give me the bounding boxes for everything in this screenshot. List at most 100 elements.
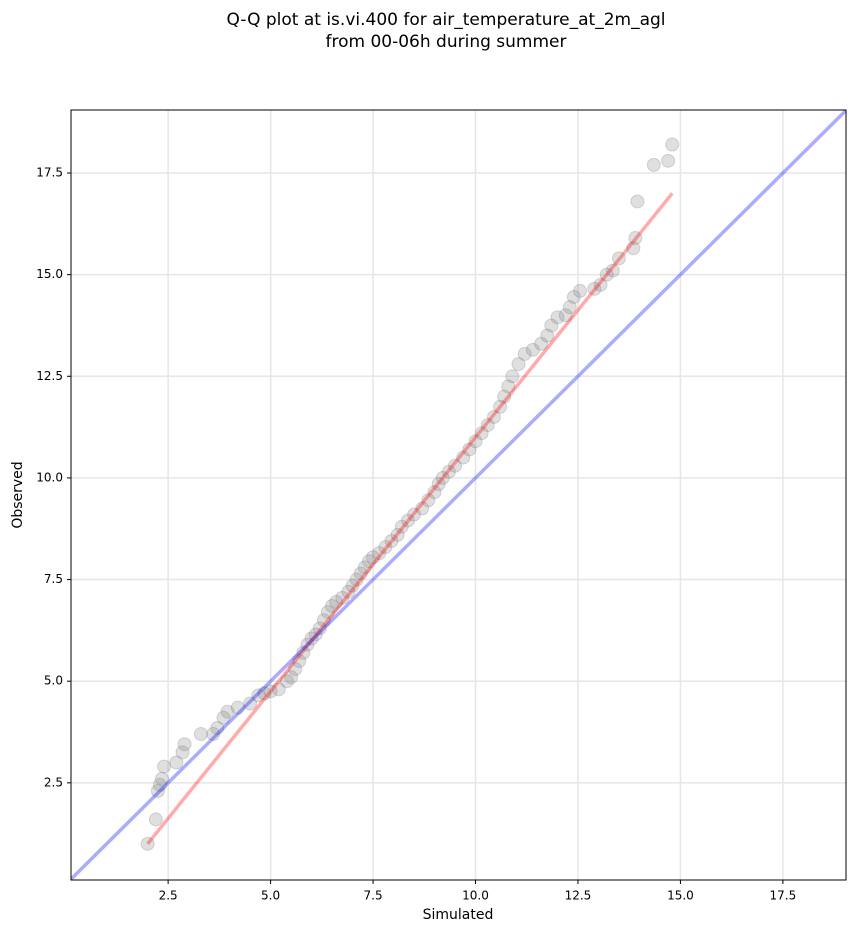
point bbox=[497, 389, 512, 404]
point bbox=[312, 621, 327, 636]
chart-title: from 00-06h during summer bbox=[326, 32, 567, 52]
point bbox=[157, 759, 172, 774]
point bbox=[300, 637, 315, 652]
point bbox=[593, 277, 608, 292]
point bbox=[357, 560, 372, 575]
point bbox=[501, 379, 516, 394]
point bbox=[611, 251, 626, 266]
point bbox=[390, 527, 405, 542]
point bbox=[230, 700, 245, 715]
point bbox=[587, 281, 602, 296]
y-axis-label: Observed bbox=[10, 461, 26, 528]
reference-line bbox=[71, 110, 846, 880]
x-tick-label: 15.0 bbox=[667, 889, 694, 903]
point bbox=[263, 684, 278, 699]
point bbox=[296, 645, 311, 660]
point bbox=[605, 263, 620, 278]
point bbox=[558, 308, 573, 323]
point bbox=[329, 594, 344, 609]
point bbox=[175, 745, 190, 760]
x-tick-label: 7.5 bbox=[364, 889, 383, 903]
point bbox=[480, 418, 495, 433]
point bbox=[661, 153, 676, 168]
y-tick-label: 12.5 bbox=[36, 369, 63, 383]
point bbox=[341, 584, 356, 599]
point bbox=[372, 546, 387, 561]
point bbox=[456, 450, 471, 465]
chart-title: Q-Q plot at is.vi.400 for air_temperatur… bbox=[226, 10, 665, 30]
y-tick-label: 15.0 bbox=[36, 267, 63, 281]
point bbox=[517, 346, 532, 361]
point bbox=[152, 777, 167, 792]
point bbox=[626, 241, 641, 256]
plot-area bbox=[71, 110, 846, 880]
point bbox=[345, 578, 360, 593]
point bbox=[448, 458, 463, 473]
x-axis-label: Simulated bbox=[423, 907, 494, 923]
point bbox=[257, 686, 272, 701]
point bbox=[193, 727, 208, 742]
point bbox=[292, 653, 307, 668]
point bbox=[353, 566, 368, 581]
point bbox=[210, 720, 225, 735]
point bbox=[320, 605, 335, 620]
plot-frame bbox=[70, 109, 847, 881]
x-tick-label: 10.0 bbox=[462, 889, 489, 903]
point bbox=[435, 470, 450, 485]
point bbox=[335, 590, 350, 605]
point bbox=[378, 540, 393, 555]
point bbox=[431, 477, 446, 492]
point bbox=[427, 485, 442, 500]
point bbox=[400, 513, 415, 528]
point bbox=[486, 409, 501, 424]
point bbox=[441, 464, 456, 479]
point bbox=[288, 662, 303, 677]
point bbox=[474, 426, 489, 441]
point bbox=[271, 682, 286, 697]
point bbox=[462, 442, 477, 457]
point bbox=[140, 836, 155, 851]
point bbox=[540, 328, 555, 343]
point bbox=[308, 627, 323, 642]
point bbox=[304, 631, 319, 646]
point bbox=[361, 554, 376, 569]
point bbox=[550, 310, 565, 325]
x-tick-label: 5.0 bbox=[261, 889, 280, 903]
point bbox=[573, 283, 588, 298]
point bbox=[177, 737, 192, 752]
point bbox=[534, 336, 549, 351]
point bbox=[665, 137, 680, 152]
point bbox=[493, 399, 508, 414]
point bbox=[220, 704, 235, 719]
point bbox=[468, 434, 483, 449]
point bbox=[279, 674, 294, 689]
point bbox=[566, 290, 581, 305]
point bbox=[150, 783, 165, 798]
point bbox=[407, 507, 422, 522]
point bbox=[511, 357, 526, 372]
point bbox=[316, 613, 331, 628]
point bbox=[384, 533, 399, 548]
point bbox=[599, 267, 614, 282]
point bbox=[349, 572, 364, 587]
point bbox=[243, 696, 258, 711]
y-tick-label: 5.0 bbox=[44, 674, 63, 688]
point bbox=[646, 157, 661, 172]
point bbox=[251, 688, 266, 703]
point bbox=[544, 318, 559, 333]
x-tick-label: 2.5 bbox=[159, 889, 178, 903]
point bbox=[525, 342, 540, 357]
point bbox=[505, 369, 520, 384]
point bbox=[148, 812, 163, 827]
point bbox=[216, 710, 231, 725]
point bbox=[325, 598, 340, 613]
point bbox=[630, 194, 645, 209]
point bbox=[421, 493, 436, 508]
point bbox=[562, 300, 577, 315]
y-tick-label: 17.5 bbox=[36, 166, 63, 180]
x-tick-label: 17.5 bbox=[770, 889, 797, 903]
point bbox=[284, 670, 299, 685]
point bbox=[169, 755, 184, 770]
point bbox=[394, 519, 409, 534]
